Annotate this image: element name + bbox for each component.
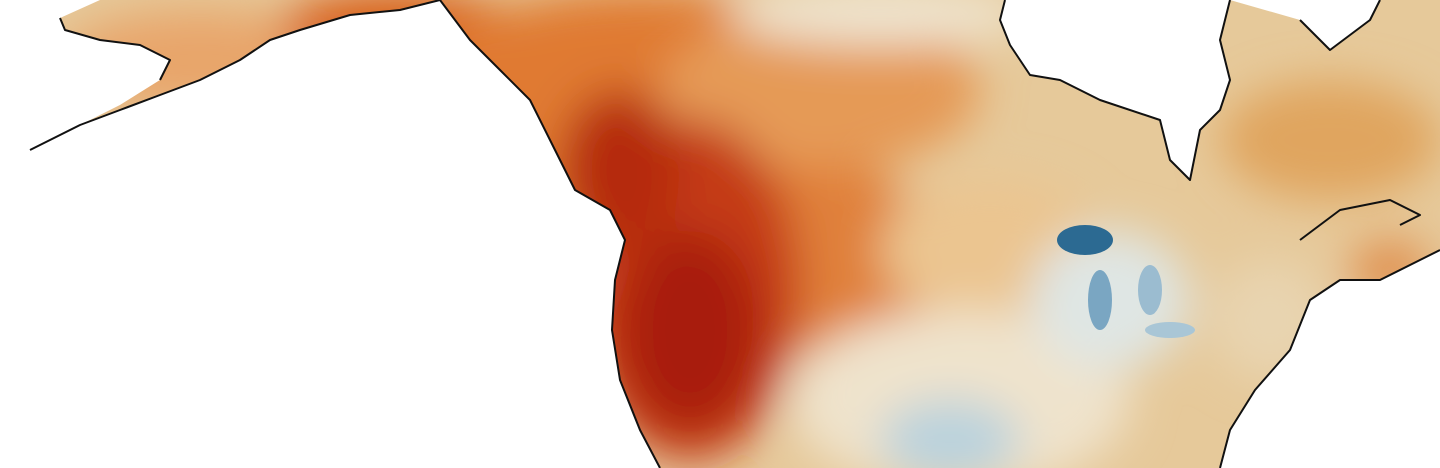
labrador-coast: [1299, 0, 1381, 51]
great-lake: [1138, 265, 1162, 315]
hudson-bay-coast: [999, 0, 1231, 181]
alaska-coast: [59, 17, 171, 81]
coastlines: [29, 0, 1440, 468]
alaska-coast: [29, 0, 441, 151]
st-lawrence-coast: [1299, 199, 1421, 241]
east-coast: [1219, 249, 1440, 468]
great-lake: [1088, 270, 1112, 330]
great-lake: [1145, 322, 1195, 338]
great-lake: [1057, 225, 1113, 255]
west-coast: [439, 0, 661, 468]
